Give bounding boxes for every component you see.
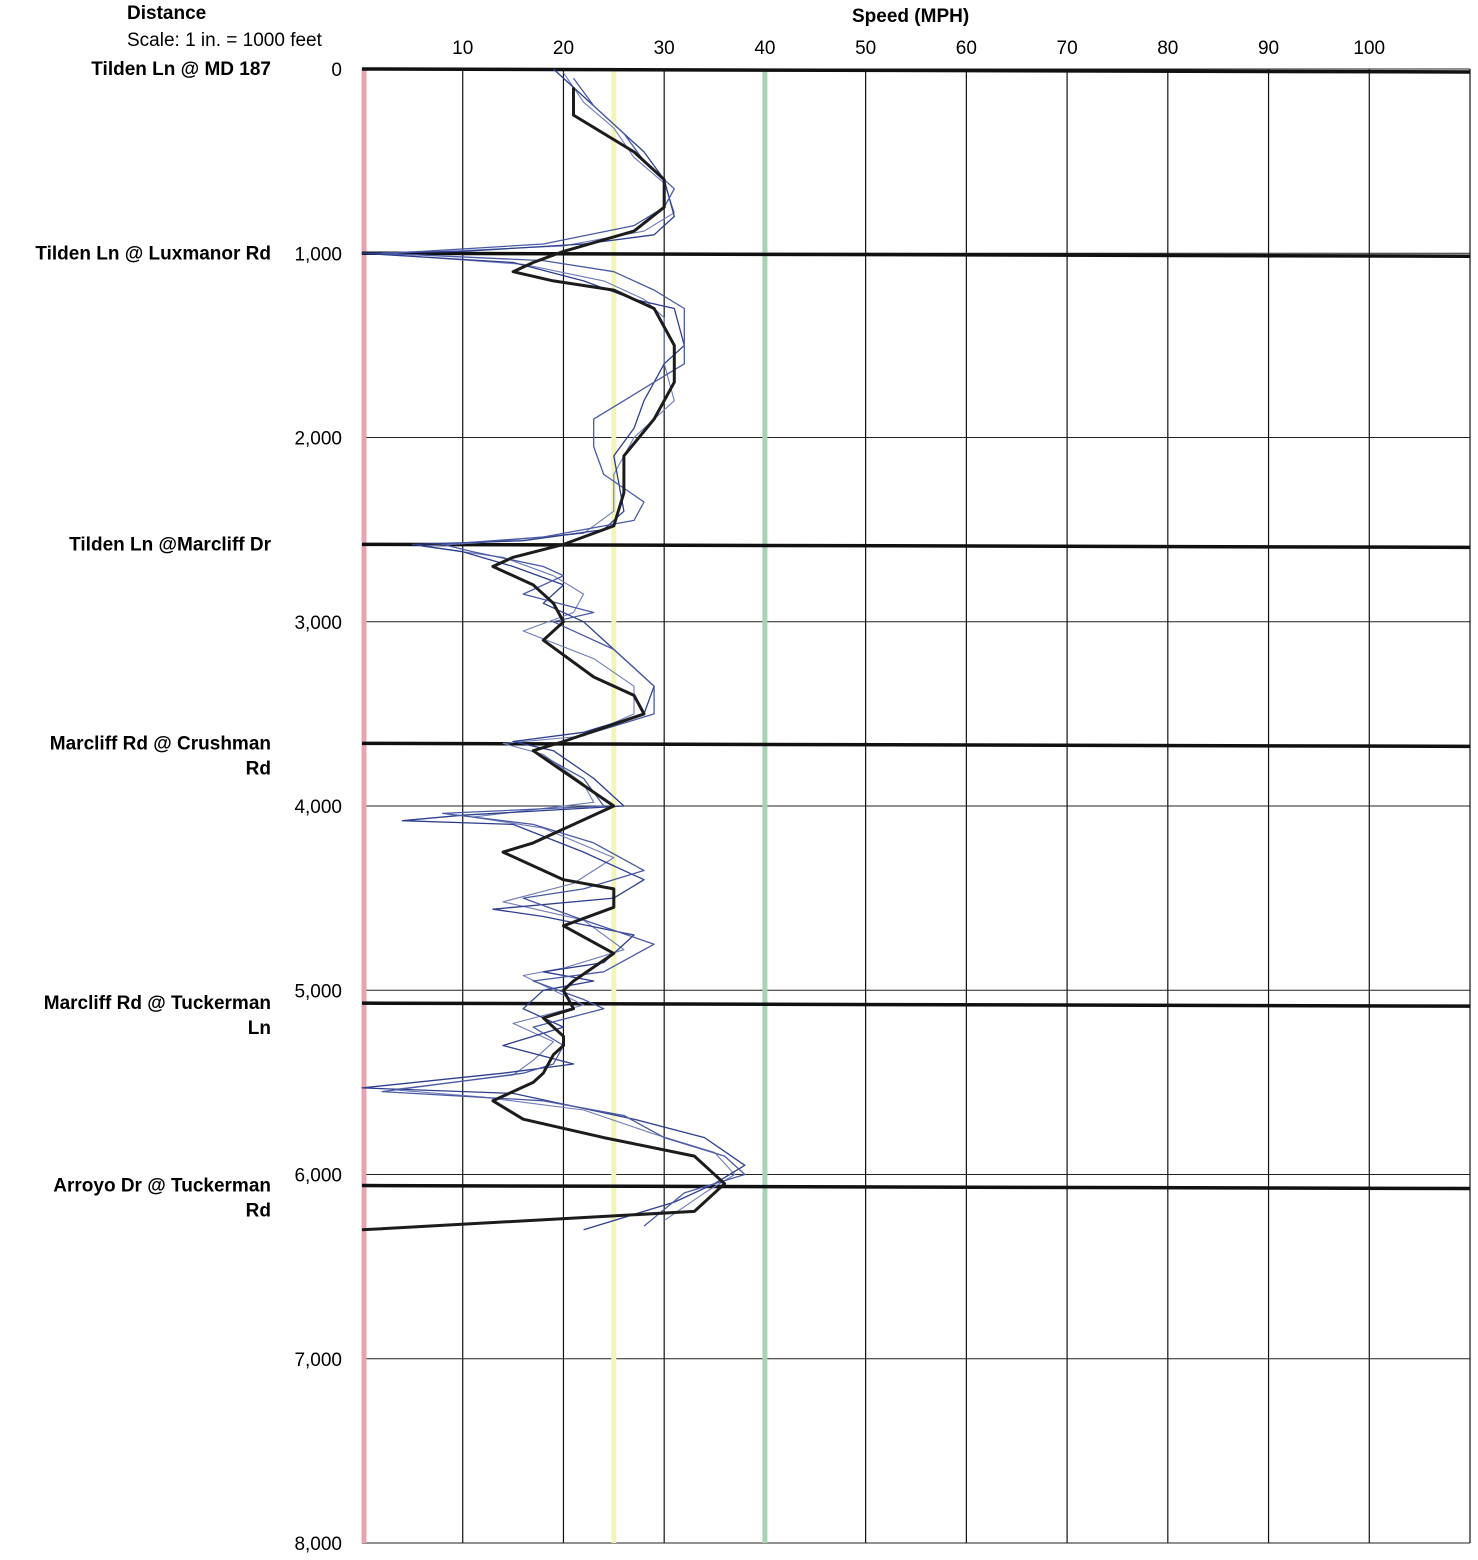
speed-axis-title: Speed (MPH) bbox=[852, 6, 970, 27]
location-line bbox=[361, 1183, 1471, 1191]
location-label: Tilden Ln @Marcliff Dr bbox=[69, 534, 271, 555]
speed-tick-label: 20 bbox=[553, 38, 574, 59]
distance-tick-label: 4,000 bbox=[294, 797, 342, 818]
speed-tick-label: 30 bbox=[654, 38, 675, 59]
speed-tick-labels: 10 20 30 40 50 60 70 80 90 100 bbox=[452, 38, 1385, 59]
location-label: Arroyo Dr @ Tuckerman bbox=[53, 1176, 271, 1197]
distance-axis-title: Distance bbox=[127, 3, 207, 24]
location-line bbox=[361, 1001, 1471, 1008]
speed-tick-label: 100 bbox=[1353, 38, 1385, 59]
speed-tick-label: 60 bbox=[956, 38, 977, 59]
location-label: Tilden Ln @ Luxmanor Rd bbox=[35, 243, 271, 264]
distance-tick-label: 8,000 bbox=[294, 1534, 342, 1555]
location-label: Rd bbox=[246, 758, 271, 779]
location-line bbox=[361, 251, 1471, 258]
distance-tick-label: 5,000 bbox=[294, 981, 342, 1002]
speed-tick-label: 90 bbox=[1258, 38, 1279, 59]
speed-tick-label: 10 bbox=[452, 38, 473, 59]
grid-lines bbox=[362, 68, 1471, 1544]
distance-tick-label: 1,000 bbox=[294, 244, 342, 265]
location-lines bbox=[361, 67, 1471, 1191]
speed-tick-label: 80 bbox=[1157, 38, 1178, 59]
distance-tick-label: 7,000 bbox=[294, 1350, 342, 1371]
location-label: Ln bbox=[248, 1018, 271, 1039]
distance-tick-label: 2,000 bbox=[294, 429, 342, 450]
location-line bbox=[361, 542, 1471, 550]
distance-tick-labels: 0 1,000 2,000 3,000 4,000 5,000 6,000 7,000 8,00… bbox=[294, 60, 342, 1555]
speed-profile-line bbox=[361, 87, 727, 1232]
distance-tick-label: 6,000 bbox=[294, 1166, 342, 1187]
speed-tick-label: 40 bbox=[754, 38, 775, 59]
location-label: Tilden Ln @ MD 187 bbox=[91, 59, 271, 80]
location-labels: Tilden Ln @ MD 187 Tilden Ln @ Luxmanor R… bbox=[35, 59, 271, 1222]
location-line bbox=[361, 67, 1471, 74]
distance-tick-label: 3,000 bbox=[294, 613, 342, 634]
location-label: Marcliff Rd @ Crushman bbox=[50, 733, 271, 754]
speed-tick-label: 50 bbox=[855, 38, 876, 59]
location-label: Rd bbox=[246, 1201, 271, 1222]
scale-note: Scale: 1 in. = 1000 feet bbox=[127, 30, 322, 51]
location-line bbox=[361, 741, 1471, 749]
distance-tick-label: 0 bbox=[331, 60, 342, 81]
location-label: Marcliff Rd @ Tuckerman bbox=[44, 993, 271, 1014]
speed-profile-series bbox=[361, 68, 746, 1232]
speed-tick-label: 70 bbox=[1057, 38, 1078, 59]
